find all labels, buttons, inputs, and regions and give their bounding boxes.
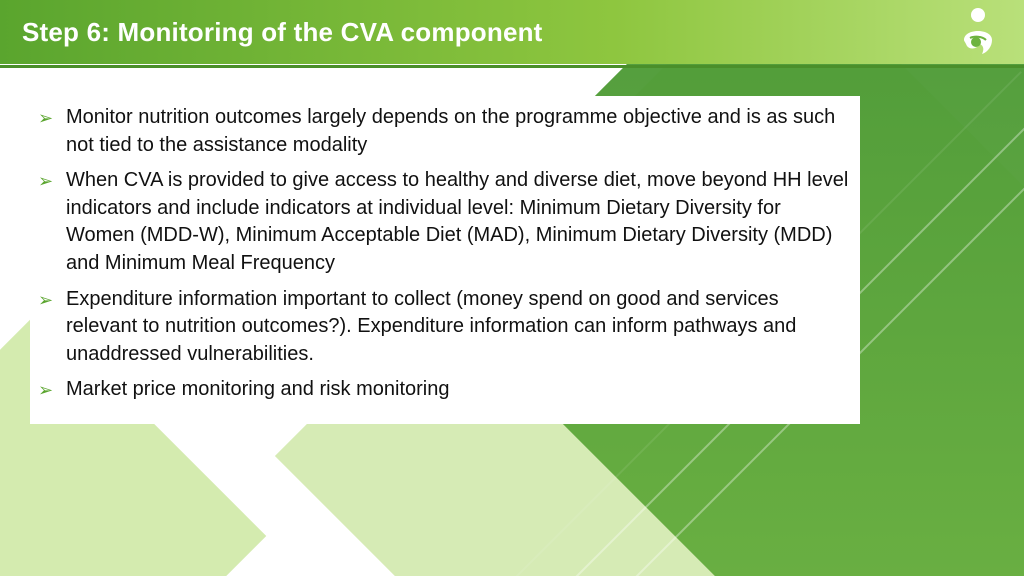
page-title: Step 6: Monitoring of the CVA component bbox=[22, 17, 543, 48]
list-item: ➢ When CVA is provided to give access to… bbox=[36, 167, 850, 277]
header-underline bbox=[0, 65, 1024, 68]
bullet-arrow-icon: ➢ bbox=[38, 169, 53, 194]
content-card: ➢ Monitor nutrition outcomes largely dep… bbox=[30, 96, 860, 424]
list-item: ➢ Monitor nutrition outcomes largely dep… bbox=[36, 104, 850, 159]
bullet-text: Market price monitoring and risk monitor… bbox=[66, 378, 450, 400]
bullet-text: When CVA is provided to give access to h… bbox=[66, 169, 848, 274]
bullet-text: Expenditure information important to col… bbox=[66, 288, 796, 365]
bullet-text: Monitor nutrition outcomes largely depen… bbox=[66, 106, 835, 156]
list-item: ➢ Expenditure information important to c… bbox=[36, 286, 850, 369]
bullet-list: ➢ Monitor nutrition outcomes largely dep… bbox=[36, 104, 850, 404]
bullet-arrow-icon: ➢ bbox=[38, 288, 53, 313]
bullet-arrow-icon: ➢ bbox=[38, 378, 53, 403]
breastfeeding-mother-icon bbox=[950, 6, 1006, 62]
slide: Step 6: Monitoring of the CVA component … bbox=[0, 0, 1024, 576]
bullet-arrow-icon: ➢ bbox=[38, 106, 53, 131]
list-item: ➢ Market price monitoring and risk monit… bbox=[36, 376, 850, 404]
header-bar: Step 6: Monitoring of the CVA component bbox=[0, 0, 1024, 64]
